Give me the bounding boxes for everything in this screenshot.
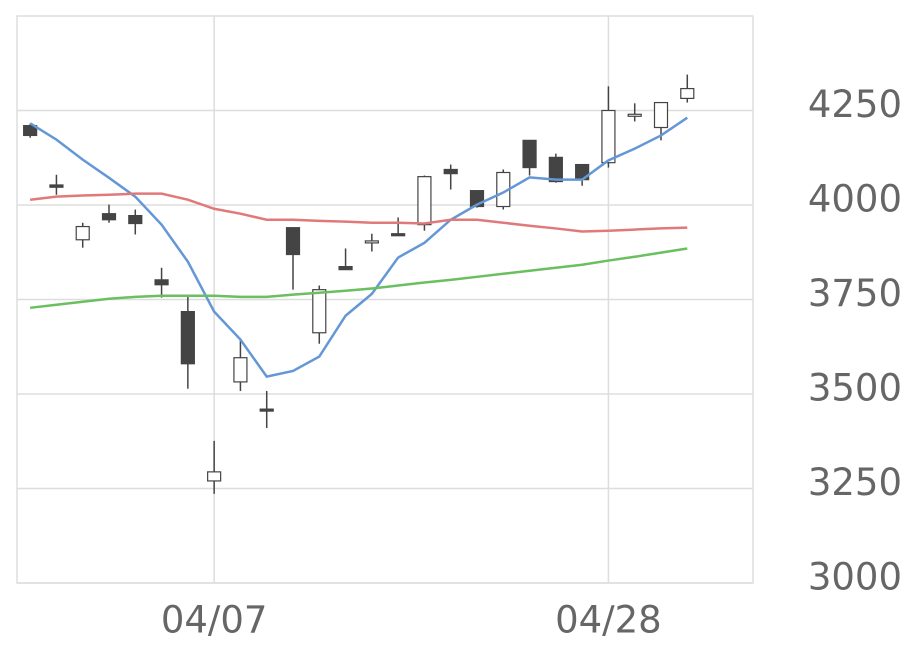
x-tick-label: 04/28: [555, 599, 662, 642]
candle-body: [338, 266, 353, 271]
candle-body: [75, 225, 90, 241]
candle-body: [364, 240, 379, 244]
candle-body: [391, 233, 406, 237]
moving-average-line: [29, 116, 688, 379]
candle-body: [259, 408, 274, 412]
candle-body: [285, 227, 301, 256]
y-tick-label: 3250: [808, 461, 902, 504]
moving-average-line: [29, 247, 688, 310]
candle-body: [128, 214, 143, 225]
candle-body: [522, 139, 537, 169]
candle-body: [233, 357, 248, 383]
candle-body: [601, 109, 616, 164]
y-tick-label: 3500: [808, 367, 902, 410]
x-tick-label: 04/07: [161, 599, 268, 642]
candle-body: [417, 176, 432, 226]
candle-body: [312, 289, 327, 334]
candle-body: [548, 156, 563, 183]
candle-body: [49, 184, 64, 188]
candle-body: [627, 113, 642, 117]
candle-body: [180, 310, 195, 365]
candle-body: [680, 87, 695, 100]
candle-body: [101, 213, 117, 221]
y-tick-label: 3750: [808, 272, 902, 315]
y-tick-label: 4000: [808, 178, 902, 221]
candle-body: [154, 279, 169, 286]
y-tick-label: 3000: [808, 556, 902, 599]
y-tick-label: 4250: [808, 83, 902, 126]
candle-body: [23, 125, 38, 137]
candle-body: [207, 471, 222, 482]
candle-body: [653, 101, 669, 129]
candle-body: [443, 168, 458, 175]
moving-average-line: [29, 192, 688, 233]
